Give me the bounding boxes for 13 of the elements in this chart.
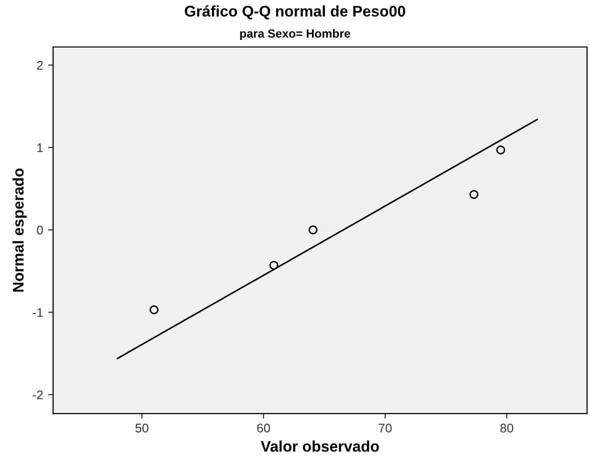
x-axis-title: Valor observado [260,440,379,452]
y-tick-label: 1 [37,143,43,152]
x-tick-label: 80 [500,424,514,433]
x-tick-label: 70 [378,424,392,433]
chart-title: Gráfico Q-Q normal de Peso00 [184,5,406,20]
y-tick-label: -1 [32,308,43,317]
x-tick-label: 50 [135,424,148,433]
x-tick-label: 60 [257,424,270,433]
y-tick-label: -2 [32,390,43,400]
y-tick-label: 2 [37,60,43,70]
y-tick-label: 0 [36,226,43,235]
chart-subtitle: para Sexo= Hombre [240,29,350,40]
y-axis-title: Normal esperado [12,168,27,292]
